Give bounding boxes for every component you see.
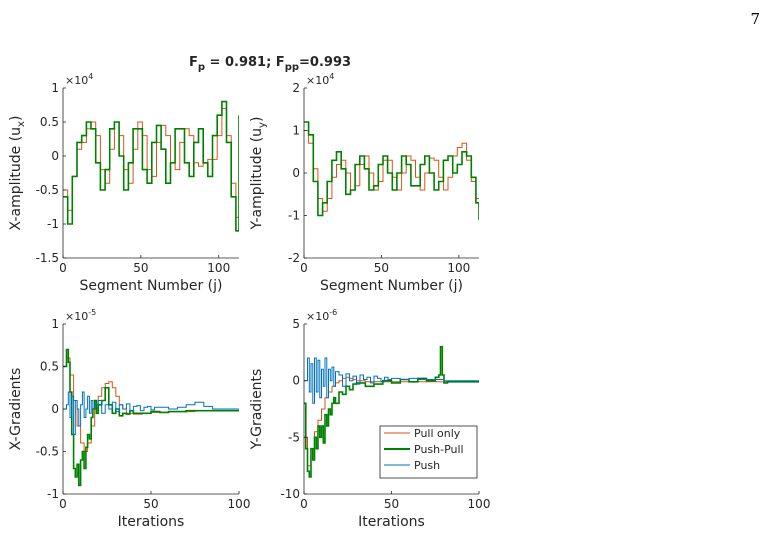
y-tick-label: -1.5 [36, 251, 59, 265]
x-tick-label: 50 [384, 497, 399, 511]
y-tick-label: 0.5 [40, 115, 59, 129]
x-tick-label: 0 [59, 497, 67, 511]
x-tick-label: 50 [133, 261, 148, 275]
x-tick-label: 0 [300, 497, 308, 511]
y-tick-label: 1 [51, 317, 59, 331]
legend-box [379, 425, 478, 479]
x-tick-label: 50 [374, 261, 389, 275]
y-axis-label: Y-Gradients [249, 369, 265, 451]
axis-exponent-label: ×10-5 [65, 308, 96, 323]
y-tick-label: -0.5 [36, 183, 59, 197]
series-push-pull-line [304, 121, 479, 220]
x-tick-label: 50 [143, 497, 158, 511]
x-tick-label: 0 [59, 261, 67, 275]
y-tick-label: -1 [47, 217, 59, 231]
series-push-pull-line [304, 345, 479, 478]
x-axis-label: Iterations [358, 514, 425, 530]
y-gradients-panel: 0 50 100 -10 -5 0 5 ×10-6 Iterations Y-Gradients P… [249, 308, 490, 530]
figure-title: Fp = 0.981; Fpp=0.993 [189, 55, 351, 73]
y-tick-label: 1 [292, 124, 300, 138]
y-axis-label: X-Gradients [8, 368, 24, 451]
y-tick-label: 5 [292, 317, 300, 331]
legend-entry: Push [414, 459, 440, 472]
y-tick-label: 0 [51, 149, 59, 163]
y-tick-label: -10 [280, 487, 300, 501]
series-push-pull-line [63, 348, 239, 487]
legend: Pull only Push-Pull Push [379, 425, 478, 479]
y-tick-label: -5 [288, 430, 300, 444]
series-push-pull-line [63, 100, 239, 232]
x-axis-label: Segment Number (j) [80, 278, 223, 294]
y-tick-label: -0.5 [36, 445, 59, 459]
x-gradients-panel: 0 50 100 -1 -0.5 0 0.5 1 ×10-5 Iterations X-Gradie… [8, 308, 250, 530]
y-tick-label: 0 [292, 374, 300, 388]
page-number: 7 [750, 10, 760, 28]
x-axis-label: Segment Number (j) [320, 278, 463, 294]
y-tick-label: -1 [288, 209, 300, 223]
y-amplitude-panel: 0 50 100 -2 -1 0 1 2 ×104 Segment Number (j) Y-amp… [249, 72, 479, 294]
x-tick-label: 100 [468, 497, 491, 511]
axis-exponent-label: ×10-6 [306, 308, 337, 323]
x-amplitude-panel: 0 50 100 -1.5 -1 -0.5 0 0.5 1 ×104 Segment Number … [8, 72, 239, 294]
x-axis-label: Iterations [118, 514, 185, 530]
y-axis-label: Y-amplitude (uy) [249, 117, 268, 231]
series-push-line [304, 357, 479, 404]
y-tick-label: 0.5 [40, 360, 59, 374]
y-tick-label: 2 [292, 81, 300, 95]
y-tick-label: 1 [51, 81, 59, 95]
legend-entry: Pull only [414, 427, 461, 440]
series-push-line [63, 391, 239, 435]
x-tick-label: 0 [300, 261, 308, 275]
x-tick-label: 100 [228, 497, 251, 511]
axis-exponent-label: ×104 [65, 72, 93, 87]
x-tick-label: 100 [207, 261, 230, 275]
y-tick-label: 0 [292, 166, 300, 180]
legend-entry: Push-Pull [414, 443, 464, 456]
y-axis-label: X-amplitude (ux) [8, 116, 27, 231]
y-tick-label: -2 [288, 251, 300, 265]
x-tick-label: 100 [447, 261, 470, 275]
axis-exponent-label: ×104 [306, 72, 334, 87]
y-tick-label: 0 [51, 402, 59, 416]
y-tick-label: -1 [47, 487, 59, 501]
